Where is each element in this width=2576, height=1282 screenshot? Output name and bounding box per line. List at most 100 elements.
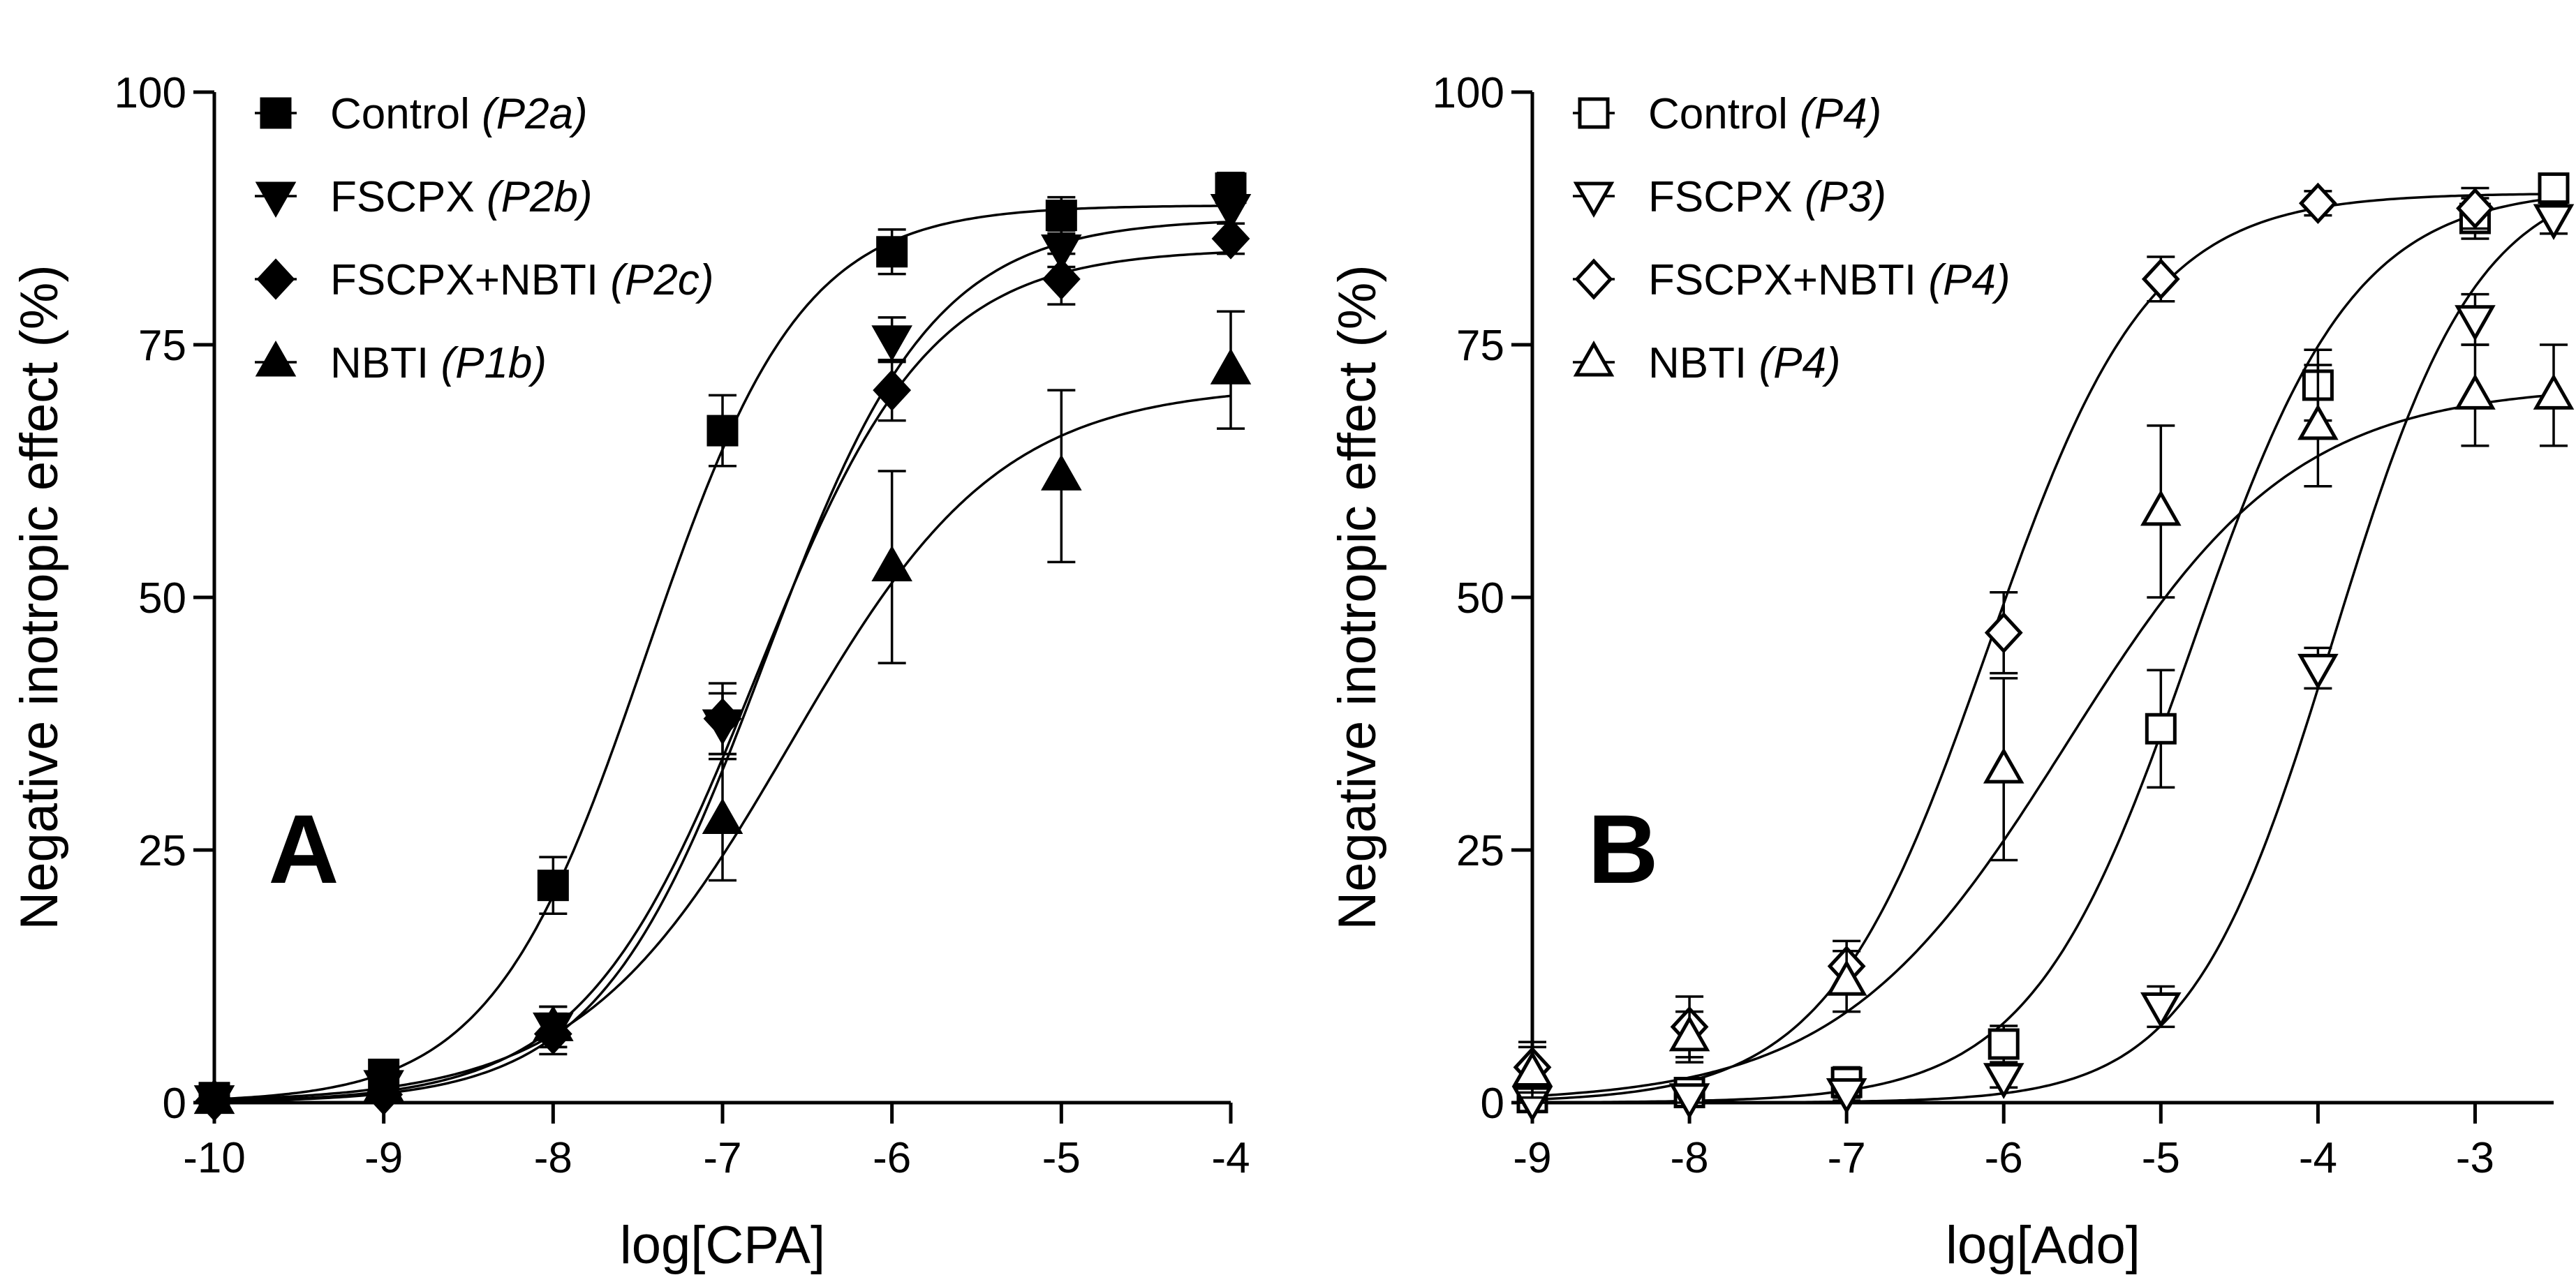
data-point-square xyxy=(2538,172,2570,204)
data-point-triangle-up xyxy=(1983,747,2024,784)
data-point-square xyxy=(1045,200,1077,232)
data-point-triangle-down xyxy=(2533,204,2575,241)
x-tick-label: -6 xyxy=(1985,1134,2023,1182)
legend-series-tag: (P4) xyxy=(1928,256,2010,304)
legend-series-tag: (P2b) xyxy=(487,173,593,221)
legend-item: FSCPX+NBTI (P2c) xyxy=(255,256,714,304)
legend-item: Control (P4) xyxy=(1573,90,1881,138)
legend-series-tag: (P1b) xyxy=(441,339,547,387)
data-point-triangle-up xyxy=(533,1005,574,1041)
data-point-triangle-down xyxy=(871,325,912,362)
legend-marker-diamond xyxy=(1574,258,1613,300)
x-tick-label: -7 xyxy=(703,1134,741,1182)
legend: Control (P4) FSCPX (P3) FSCPX+NBTI (P4) NBT… xyxy=(1573,90,2011,387)
data-point-triangle-up xyxy=(363,1066,404,1102)
data-point-diamond xyxy=(2456,187,2494,230)
legend-marker-triangle-down xyxy=(255,181,297,218)
legend-item: FSCPX+NBTI (P4) xyxy=(1573,256,2011,304)
x-tick-label: -8 xyxy=(1671,1134,1709,1182)
panel-letter: B xyxy=(1587,794,1658,904)
data-point-diamond xyxy=(873,369,912,411)
data-point-triangle-up xyxy=(2533,373,2575,410)
data-point-triangle-up xyxy=(193,1078,235,1115)
legend-marker-triangle-up xyxy=(1573,340,1615,377)
data-point-diamond xyxy=(1984,611,2023,654)
y-tick-label: 50 xyxy=(1456,574,1504,623)
data-point-triangle-up xyxy=(1668,1015,1710,1052)
data-point-triangle-up xyxy=(702,798,743,835)
legend-series-name: FSCPX xyxy=(1648,173,1805,221)
legend-item: FSCPX (P3) xyxy=(1573,173,1886,221)
legend-label: Control (P4) xyxy=(1648,90,1881,138)
data-point-square xyxy=(2145,713,2177,745)
x-axis-title: log[CPA] xyxy=(620,1216,825,1275)
legend-item: NBTI (P4) xyxy=(1573,339,1841,387)
legend-marker-square xyxy=(1578,97,1610,129)
data-point-triangle-down xyxy=(1041,234,1082,271)
x-tick-label: -4 xyxy=(1211,1134,1250,1182)
legend-series-tag: (P3) xyxy=(1805,173,1886,221)
data-point-square xyxy=(876,236,908,268)
y-axis-title: Negative inotropic effect (%) xyxy=(10,264,69,930)
fit-curve-diamond xyxy=(1532,193,2554,1101)
panel-a: 0 25 50 75 100 -10 -9 -8 -7 -6 -5 -4 log[CPA] Negativ… xyxy=(10,69,1252,1275)
data-point-triangle-up xyxy=(871,545,912,582)
fit-curve-square xyxy=(1532,197,2554,1104)
x-tick-label: -4 xyxy=(2299,1134,2337,1182)
data-point-triangle-up xyxy=(1826,960,1867,996)
legend-series-tag: (P2a) xyxy=(482,90,588,138)
legend-series-name: Control xyxy=(1648,90,1800,138)
legend-item: Control (P2a) xyxy=(255,90,588,138)
x-tick-label: -9 xyxy=(364,1134,403,1182)
x-tick-label: -7 xyxy=(1828,1134,1866,1182)
x-tick-label: -9 xyxy=(1513,1134,1551,1182)
legend-marker-diamond xyxy=(256,258,295,300)
legend-label: FSCPX+NBTI (P4) xyxy=(1648,256,2011,304)
legend-series-tag: (P4) xyxy=(1800,90,1881,138)
data-point-triangle-up xyxy=(1041,454,1082,491)
panel-letter: A xyxy=(268,794,339,904)
x-tick-label: -5 xyxy=(2142,1134,2180,1182)
y-tick-label: 25 xyxy=(138,827,186,875)
y-tick-label: 25 xyxy=(1456,827,1504,875)
legend-label: NBTI (P4) xyxy=(1648,339,1841,387)
y-tick-label: 100 xyxy=(114,69,186,117)
x-tick-label: -5 xyxy=(1042,1134,1081,1182)
legend-label: FSCPX (P3) xyxy=(1648,173,1886,221)
x-axis-title: log[Ado] xyxy=(1946,1216,2140,1275)
data-point-triangle-up xyxy=(2140,489,2182,526)
legend-series-name: Control xyxy=(330,90,482,138)
data-point-triangle-down xyxy=(2140,992,2182,1029)
data-point-triangle-down xyxy=(1983,1063,2024,1099)
legend-series-name: FSCPX+NBTI xyxy=(1648,256,1928,304)
legend-series-tag: (P2c) xyxy=(610,256,713,304)
legend-marker-square xyxy=(260,97,292,129)
y-tick-label: 0 xyxy=(1481,1080,1504,1128)
legend-label: NBTI (P1b) xyxy=(330,339,547,387)
data-point-square xyxy=(1987,1028,2020,1060)
legend-marker-triangle-up xyxy=(255,340,297,377)
x-tick-label: -6 xyxy=(873,1134,911,1182)
legend: Control (P2a) FSCPX (P2b) FSCPX+NBTI (P2c)… xyxy=(255,90,714,387)
data-point-square xyxy=(706,415,739,447)
y-tick-label: 50 xyxy=(138,574,186,623)
data-point-square xyxy=(537,870,569,902)
legend-label: Control (P2a) xyxy=(330,90,588,138)
legend-marker-triangle-down xyxy=(1573,181,1615,218)
data-point-diamond xyxy=(1211,218,1250,260)
data-point-diamond xyxy=(703,698,742,740)
fit-curve-triangle-up xyxy=(1532,394,2554,1098)
legend-series-name: FSCPX xyxy=(330,173,487,221)
data-point-triangle-up xyxy=(2455,373,2496,410)
y-tick-label: 100 xyxy=(1433,69,1504,117)
data-point-triangle-down xyxy=(1826,1078,1867,1115)
panel-b: 0 25 50 75 100 -9 -8 -7 -6 -5 -4 -3 log[Ado] Negative… xyxy=(1328,69,2575,1275)
x-tick-label: -10 xyxy=(183,1134,246,1182)
legend-series-name: NBTI xyxy=(1648,339,1759,387)
x-tick-label: -8 xyxy=(534,1134,572,1182)
data-point-diamond xyxy=(2141,258,2180,300)
legend-item: FSCPX (P2b) xyxy=(255,173,593,221)
legend-series-name: FSCPX+NBTI xyxy=(330,256,610,304)
